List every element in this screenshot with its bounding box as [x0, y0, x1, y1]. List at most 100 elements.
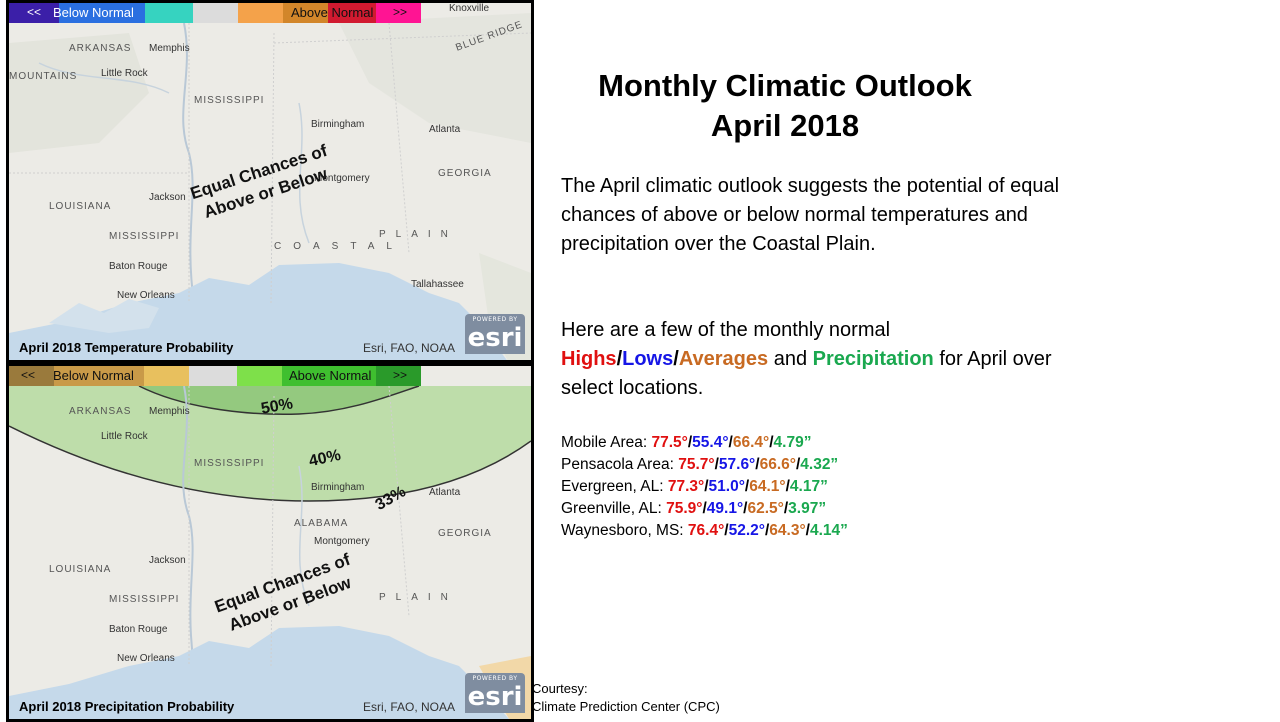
- lows-label: Lows: [622, 348, 674, 370]
- legend-above-label: Above Normal: [291, 5, 374, 20]
- normals-prefix: Here are a few of the monthly normal: [561, 319, 891, 341]
- city-label: Little Rock: [101, 431, 148, 442]
- normals-paragraph: Here are a few of the monthly normal Hig…: [561, 316, 1081, 403]
- region-label: COASTAL: [274, 241, 404, 252]
- station-low: 52.2°: [728, 522, 765, 539]
- station-name: Waynesboro, MS:: [561, 522, 688, 539]
- city-label: Atlanta: [429, 487, 461, 498]
- state-label: MISSISSIPPI: [194, 458, 265, 469]
- station-avg: 64.1°: [749, 478, 786, 495]
- region-label: MOUNTAINS: [9, 71, 78, 82]
- city-label: Memphis: [149, 406, 190, 417]
- state-label: ARKANSAS: [69, 406, 132, 417]
- legend-swatch: [9, 366, 54, 386]
- state-label: LOUISIANA: [49, 564, 112, 575]
- station-high: 77.3°: [667, 478, 705, 495]
- esri-logo: POWERED BY esri: [465, 314, 525, 354]
- legend-swatch: [145, 3, 193, 23]
- state-label: GEORGIA: [438, 528, 492, 539]
- city-label: Montgomery: [314, 173, 370, 184]
- station-name: Evergreen, AL:: [561, 478, 668, 495]
- region-label: PLAIN: [379, 592, 458, 603]
- map-caption: April 2018 Temperature Probability: [19, 340, 234, 355]
- legend-below-label: Below Normal: [53, 5, 134, 20]
- station-avg: 64.3°: [769, 522, 806, 539]
- title-line1: Monthly Climatic Outlook: [598, 68, 972, 103]
- map-credit: Esri, FAO, NOAA: [362, 341, 455, 355]
- station-precip: 4.14”: [809, 522, 848, 539]
- legend-swatch: [328, 3, 376, 23]
- esri-logo-top: POWERED BY: [472, 675, 518, 682]
- city-label: Birmingham: [311, 119, 365, 130]
- station-name: Greenville, AL:: [561, 500, 667, 517]
- and-text: and: [768, 348, 813, 370]
- precipitation-legend-bar: [9, 366, 421, 386]
- precipitation-label: Precipitation: [812, 348, 934, 370]
- legend-swatch: [189, 366, 237, 386]
- legend-above-label: Above Normal: [289, 368, 372, 383]
- esri-logo: POWERED BY esri: [465, 673, 525, 713]
- station-precip: 4.79”: [773, 434, 812, 451]
- city-label: Knoxville: [449, 3, 490, 14]
- city-label: Baton Rouge: [109, 624, 168, 635]
- esri-logo-name: esri: [467, 682, 523, 712]
- station-row: Evergreen, AL: 77.3°/51.0°/64.1°/4.17”: [561, 478, 828, 495]
- state-label: ARKANSAS: [69, 43, 132, 54]
- legend-left-arrow: <<: [21, 368, 36, 382]
- legend-swatch: [376, 366, 421, 386]
- normals-suffix: for April over select locations.: [561, 348, 1058, 399]
- city-label: Baton Rouge: [109, 261, 168, 272]
- legend-swatch: [59, 3, 145, 23]
- station-name: Pensacola Area:: [561, 456, 679, 473]
- state-label: LOUISIANA: [49, 201, 112, 212]
- separator: /: [673, 348, 679, 370]
- legend-right-arrow: >>: [393, 368, 408, 382]
- station-low: 51.0°: [708, 478, 745, 495]
- station-row: Greenville, AL: 75.9°/49.1°/62.5°/3.97”: [561, 500, 827, 517]
- station-low: 57.6°: [718, 456, 756, 473]
- averages-label: Averages: [678, 348, 769, 370]
- esri-logo-top: POWERED BY: [472, 316, 518, 323]
- title-line2: April 2018: [710, 108, 860, 143]
- station-high: 75.7°: [678, 456, 715, 473]
- legend-below-label: Below Normal: [53, 368, 134, 383]
- separator: /: [616, 348, 623, 370]
- highs-label: Highs: [561, 348, 617, 370]
- city-label: New Orleans: [117, 653, 175, 664]
- legend-swatch: [9, 3, 59, 23]
- city-label: Atlanta: [429, 124, 461, 135]
- legend-swatch: [237, 366, 282, 386]
- legend-swatch: [282, 366, 376, 386]
- state-label: MISSISSIPPI: [109, 594, 180, 605]
- state-label: GEORGIA: [438, 168, 492, 179]
- station-row: Waynesboro, MS: 76.4°/52.2°/64.3°/4.14”: [561, 522, 848, 539]
- intro-paragraph: The April climatic outlook suggests the …: [561, 175, 1060, 255]
- page-title: Monthly Climatic Outlook April 2018: [560, 66, 1010, 146]
- temperature-legend-bar: [9, 3, 421, 23]
- map-credit: Esri, FAO, NOAA: [362, 700, 455, 714]
- station-low: 55.4°: [692, 434, 729, 451]
- legend-swatch: [54, 366, 144, 386]
- courtesy-line2: Climate Prediction Center (CPC): [532, 699, 720, 714]
- legend-swatch: [376, 3, 421, 23]
- station-high: 76.4°: [687, 522, 725, 539]
- station-avg: 66.4°: [732, 434, 770, 451]
- map-caption: April 2018 Precipitation Probability: [19, 699, 235, 714]
- station-row: Mobile Area: 77.5°/55.4°/66.4°/4.79”: [561, 434, 812, 451]
- courtesy-note: Courtesy: Climate Prediction Center (CPC…: [532, 680, 720, 716]
- region-label: PLAIN: [379, 229, 458, 240]
- station-name: Mobile Area:: [561, 434, 652, 451]
- precipitation-probability-map: << Below Normal Above Normal >> Memphis …: [6, 363, 534, 722]
- station-high: 75.9°: [666, 500, 703, 517]
- city-label: New Orleans: [117, 290, 175, 301]
- state-label: ALABAMA: [294, 518, 349, 529]
- station-high: 77.5°: [651, 434, 688, 451]
- temperature-basemap: [9, 3, 531, 360]
- station-row: Pensacola Area: 75.7°/57.6°/66.6°/4.32”: [561, 456, 839, 473]
- station-avg: 66.6°: [759, 456, 796, 473]
- city-label: Jackson: [149, 192, 186, 203]
- esri-logo-name: esri: [467, 323, 523, 353]
- station-precip: 4.17”: [789, 478, 828, 495]
- city-label: Little Rock: [101, 68, 148, 79]
- precipitation-basemap: [9, 366, 531, 719]
